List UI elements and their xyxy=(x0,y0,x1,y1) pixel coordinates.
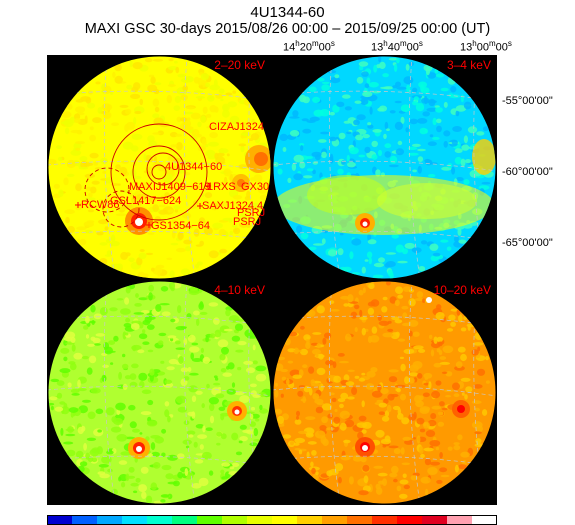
ra-label-1300: 13h00m00s xyxy=(460,39,512,54)
source-label-gx30: GX30 xyxy=(241,181,269,193)
panel-3-4kev: 3–4 keV xyxy=(273,56,496,279)
panel-4-10kev-label: 4–10 keV xyxy=(214,283,265,297)
source-label-psrj-2: PSRJ xyxy=(233,216,261,228)
source-label-maxij1409: MAXIJ1409−619 xyxy=(129,181,211,193)
color-scale-cell xyxy=(247,515,273,525)
panel-3-4kev-label: 3–4 keV xyxy=(447,58,491,72)
ra-label-1340: 13h40m00s xyxy=(371,39,423,54)
panel-2-20kev-label: 2–20 keV xyxy=(214,58,265,72)
source-label-cizaj1324: CIZAJ1324 xyxy=(209,121,264,133)
dec-label-55: -55°00'00" xyxy=(502,95,553,107)
source-circle-inner xyxy=(146,152,180,186)
plot-title: 4U1344-60 xyxy=(250,4,325,21)
source-circle-dashed-1 xyxy=(84,167,130,213)
source-label-psrj-1: PSRJ xyxy=(237,207,265,219)
source-label-gsl1417: GSL1417−624 xyxy=(110,195,181,207)
color-scale-cell xyxy=(122,515,148,525)
panel-10-20kev-label: 10–20 keV xyxy=(434,283,491,297)
color-scale-cell xyxy=(272,515,298,525)
color-scale-cell xyxy=(422,515,448,525)
dec-label-60: -60°00'00" xyxy=(502,166,553,178)
dec-label-65: -65°00'00" xyxy=(502,237,553,249)
color-scale-cell xyxy=(172,515,198,525)
source-circle-large xyxy=(110,123,208,221)
source-label-4u1344: 4U1344−60 xyxy=(165,161,222,173)
color-scale-cell xyxy=(447,515,473,525)
color-scale-cell xyxy=(347,515,373,525)
color-scale-cell xyxy=(47,515,73,525)
source-circle-dashed-2 xyxy=(102,190,140,228)
color-scale-cell xyxy=(147,515,173,525)
color-scale-cell xyxy=(297,515,323,525)
panel-2-20kev: 2–20 keV CIZAJ1324 4U1344−60 MAXIJ1409−6… xyxy=(48,56,271,279)
color-scale-cell xyxy=(397,515,423,525)
color-scale-cell xyxy=(97,515,123,525)
sky-map-grid: 2–20 keV CIZAJ1324 4U1344−60 MAXIJ1409−6… xyxy=(47,55,497,505)
color-scale-cell xyxy=(72,515,98,525)
source-label-gs1354: GS1354−64 xyxy=(151,220,210,232)
ra-label-1420: 14h20m00s xyxy=(283,39,335,54)
color-scale-cell xyxy=(472,515,497,525)
source-circle-4u1344 xyxy=(151,164,167,180)
source-circle-medium xyxy=(132,145,186,199)
panel-4-10kev: 4–10 keV xyxy=(48,281,271,504)
color-scale-cell xyxy=(197,515,223,525)
panel-10-20kev: 10–20 keV xyxy=(273,281,496,504)
plot-subtitle: MAXI GSC 30-days 2015/08/26 00:00 – 2015… xyxy=(84,21,491,37)
source-label-1rxs: 1RXS xyxy=(207,181,236,193)
color-scale-bar xyxy=(47,515,497,525)
color-scale-cell xyxy=(372,515,398,525)
color-scale-cell xyxy=(322,515,348,525)
color-scale-cell xyxy=(222,515,248,525)
source-label-rcw86: RCW86 xyxy=(81,199,120,211)
source-label-saxj1324: SAXJ1324.4 xyxy=(202,200,263,212)
